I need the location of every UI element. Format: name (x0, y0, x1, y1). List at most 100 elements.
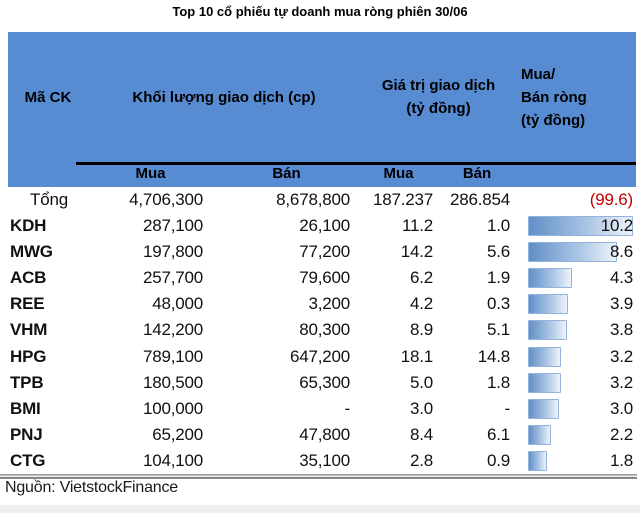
table-row: REE 48,000 3,200 4.2 0.3 3.9 (8, 291, 636, 317)
stock-code: PNJ (10, 424, 43, 444)
header-divider-line (76, 162, 636, 165)
val-sell: 1.0 (486, 216, 510, 236)
table-row: CTG 104,100 35,100 2.8 0.9 1.8 (8, 448, 636, 474)
subheader-net-spacer (517, 162, 636, 187)
net-value: 8.6 (609, 242, 633, 262)
net-value: 1.8 (609, 450, 633, 470)
stock-code: KDH (10, 216, 47, 236)
vol-buy: 287,100 (142, 216, 203, 236)
table-row: MWG 197,800 77,200 14.2 5.6 8.6 (8, 239, 636, 265)
val-sell: 6.1 (486, 424, 510, 444)
total-vol-buy: 4,706,300 (129, 190, 203, 209)
val-buy: 4.2 (409, 294, 433, 314)
vol-sell: 47,800 (299, 424, 350, 444)
vol-buy: 104,100 (142, 450, 203, 470)
stock-code: CTG (10, 450, 46, 470)
header-value-line2: (tỷ đồng) (406, 100, 471, 117)
val-buy: 6.2 (409, 268, 433, 288)
val-buy: 5.0 (409, 372, 433, 392)
source-note: Nguồn: VietstockFinance (5, 479, 178, 496)
net-bar (528, 450, 547, 471)
net-bar (528, 398, 559, 419)
chart-title: Top 10 cổ phiếu tự doanh mua ròng phiên … (172, 4, 468, 19)
header-net-line2: Bán ròng (521, 88, 587, 106)
vol-buy: 789,100 (142, 346, 203, 366)
net-cell: 3.2 (517, 370, 636, 396)
data-table: Mã CK Khối lượng giao dịch (cp) Giá trị … (8, 32, 636, 474)
val-sell: 14.8 (477, 346, 510, 366)
val-buy: 8.4 (409, 424, 433, 444)
net-bar (528, 372, 561, 393)
source-divider-line (0, 474, 637, 479)
stock-code: ACB (10, 268, 47, 288)
header-net-line3: (tỷ đồng) (521, 111, 586, 129)
total-vol-sell: 8,678,800 (276, 190, 350, 209)
val-sell: 0.9 (486, 450, 510, 470)
table-row: ACB 257,700 79,600 6.2 1.9 4.3 (8, 265, 636, 291)
net-value: 3.8 (609, 320, 633, 340)
vol-buy: 257,700 (142, 268, 203, 288)
stock-code: REE (10, 294, 45, 314)
val-sell: 1.8 (486, 372, 510, 392)
vol-sell: 65,300 (299, 372, 350, 392)
net-value: 3.2 (609, 346, 633, 366)
total-net-value: (99.6) (589, 190, 633, 209)
subheader-spacer (8, 162, 88, 187)
net-bar (528, 320, 568, 341)
vol-sell: 80,300 (299, 320, 350, 340)
vol-buy: 197,800 (142, 242, 203, 262)
header-value-line1: Giá trị giao dịch (381, 77, 496, 94)
table-row: VHM 142,200 80,300 8.9 5.1 3.8 (8, 317, 636, 343)
stock-code: VHM (10, 320, 48, 340)
table-row: TPB 180,500 65,300 5.0 1.8 3.2 (8, 370, 636, 396)
stock-code: BMI (10, 398, 41, 418)
val-sell: - (504, 398, 511, 418)
header-net-line1: Mua/ (521, 65, 556, 83)
stock-code: HPG (10, 346, 47, 366)
net-cell: 8.6 (517, 239, 636, 265)
val-buy: 2.8 (409, 450, 433, 470)
total-val-buy: 187.237 (372, 190, 433, 209)
net-bar (528, 294, 569, 315)
vol-buy: 65,200 (152, 424, 203, 444)
vol-sell: 79,600 (299, 268, 350, 288)
total-val-sell: 286.854 (449, 190, 510, 209)
stock-code: TPB (10, 372, 44, 392)
net-value: 4.3 (609, 268, 633, 288)
net-value: 3.9 (609, 294, 633, 314)
net-value: 10.2 (600, 216, 633, 236)
net-value: 2.2 (609, 424, 633, 444)
header-volume-label: Khối lượng giao dịch (cp) (132, 88, 316, 106)
net-bar (528, 424, 551, 445)
table-subheader-row: Mua Bán Mua Bán (8, 162, 636, 187)
vol-sell: 35,100 (299, 450, 350, 470)
stock-code: MWG (10, 242, 53, 262)
net-bar (528, 242, 617, 263)
table-row: BMI 100,000 - 3.0 - 3.0 (8, 396, 636, 422)
net-cell: 3.0 (517, 396, 636, 422)
subheader-val-buy: Mua (383, 165, 414, 182)
net-cell: 1.8 (517, 448, 636, 474)
net-bar (528, 346, 561, 367)
total-net-cell: (99.6) (517, 187, 636, 213)
header-net-group: Mua/ Bán ròng (tỷ đồng) (517, 32, 636, 162)
net-value: 3.2 (609, 372, 633, 392)
val-sell: 5.1 (486, 320, 510, 340)
val-buy: 18.1 (400, 346, 433, 366)
val-buy: 11.2 (401, 216, 433, 236)
header-value-group: Giá trị giao dịch (tỷ đồng) (360, 32, 517, 162)
vol-buy: 180,500 (142, 372, 203, 392)
vol-sell: 26,100 (299, 216, 350, 236)
vol-sell: 3,200 (308, 294, 350, 314)
subheader-vol-sell: Bán (272, 165, 301, 182)
net-value: 3.0 (609, 398, 633, 418)
net-cell: 3.8 (517, 317, 636, 343)
val-sell: 1.9 (486, 268, 510, 288)
bottom-strip (0, 505, 640, 513)
vol-sell: 647,200 (289, 346, 350, 366)
net-cell: 10.2 (517, 213, 636, 239)
subheader-vol-buy: Mua (135, 165, 166, 182)
subheader-val-sell: Bán (462, 165, 492, 182)
table-rows: KDH 287,100 26,100 11.2 1.0 10.2 MWG 197… (8, 213, 636, 474)
